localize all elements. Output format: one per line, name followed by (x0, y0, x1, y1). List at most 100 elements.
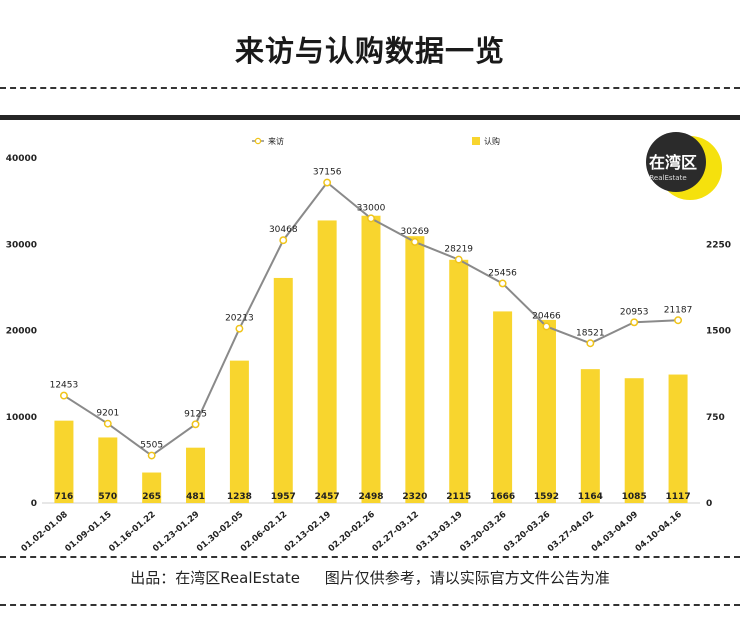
line-value-label: 18521 (576, 328, 605, 338)
line-value-label: 33000 (357, 203, 386, 213)
bar-认购 (405, 236, 425, 503)
x-axis-tick: 01.23-01.29 (151, 510, 201, 555)
bar-value-label: 2457 (315, 492, 340, 502)
bottom-divider-bottom (0, 604, 740, 606)
bar-value-label: 2320 (402, 492, 427, 502)
bar-认购 (536, 319, 556, 503)
legend-bar-swatch (472, 137, 480, 145)
x-axis-tick: 02.06-02.12 (239, 510, 289, 555)
footer-note: 图片仅供参考，请以实际官方文件公告为准 (324, 569, 610, 587)
left-axis-tick: 20000 (6, 327, 37, 337)
x-axis-tick: 03.20-03.26 (502, 510, 552, 555)
bar-认购 (273, 277, 293, 503)
line-point (410, 237, 419, 246)
line-point (674, 316, 683, 325)
line-value-label: 20213 (225, 314, 254, 324)
right-axis-tick: 2250 (706, 240, 731, 250)
line-point (542, 322, 551, 331)
footer: 出品：在湾区RealEstate 图片仅供参考，请以实际官方文件公告为准 (0, 567, 740, 588)
logo-sub-text: RealEstate (649, 174, 686, 182)
line-point (59, 391, 68, 400)
line-value-label: 25456 (488, 268, 517, 278)
line-value-label: 30468 (269, 225, 298, 235)
x-axis-tick: 03.20-03.26 (458, 510, 508, 555)
left-axis-tick: 30000 (6, 240, 37, 250)
x-axis-tick: 01.09-01.15 (63, 510, 113, 555)
x-axis-tick: 02.20-02.26 (327, 510, 377, 555)
x-axis-tick: 03.27-04.02 (546, 510, 596, 555)
left-axis-tick: 40000 (6, 154, 37, 164)
bar-value-label: 716 (55, 492, 74, 502)
bar-value-label: 265 (142, 492, 161, 502)
line-point (498, 279, 507, 288)
line-value-label: 21187 (664, 305, 693, 315)
logo-main-text: 在湾区 (649, 153, 697, 172)
right-axis-tick: 1500 (706, 327, 731, 337)
bar-value-label: 1666 (490, 492, 515, 502)
bar-认购 (186, 447, 206, 503)
legend-label: 认购 (484, 136, 500, 146)
line-value-label: 12453 (50, 381, 79, 391)
x-axis-tick: 03.13-03.19 (414, 510, 464, 555)
line-value-label: 9201 (96, 409, 119, 419)
chart-header-bar (0, 115, 740, 120)
line-value-label: 9125 (184, 409, 207, 419)
left-axis-tick: 0 (31, 499, 37, 509)
bar-认购 (98, 437, 118, 503)
line-point (454, 255, 463, 264)
right-axis-tick: 0 (706, 499, 712, 509)
line-value-label: 20466 (532, 311, 561, 321)
bar-认购 (142, 472, 162, 503)
line-value-label: 30269 (401, 227, 430, 237)
line-value-label: 37156 (313, 168, 342, 178)
line-value-label: 20953 (620, 307, 649, 317)
bar-认购 (317, 220, 337, 503)
bar-value-label: 1117 (666, 492, 691, 502)
line-point (147, 451, 156, 460)
bar-认购 (668, 374, 688, 503)
x-axis-tick: 01.16-01.22 (107, 510, 157, 555)
line-point (235, 324, 244, 333)
line-value-label: 28219 (444, 245, 473, 255)
right-axis-tick: 750 (706, 413, 725, 423)
bar-认购 (54, 420, 74, 503)
line-point (586, 339, 595, 348)
bar-认购 (449, 259, 469, 503)
page-title: 来访与认购数据一览 (234, 34, 505, 68)
bar-value-label: 481 (186, 492, 205, 502)
bar-认购 (580, 369, 600, 503)
logo-dark-circle (646, 132, 706, 192)
line-point (279, 236, 288, 245)
x-axis-tick: 04.03-04.09 (590, 510, 640, 555)
bar-value-label: 1592 (534, 492, 559, 502)
x-axis-tick: 02.13-02.19 (283, 510, 333, 555)
x-axis-tick: 01.02-01.08 (20, 510, 70, 555)
line-point (367, 214, 375, 223)
bar-value-label: 2498 (358, 492, 383, 502)
footer-source: 出品：在湾区RealEstate (130, 569, 301, 587)
legend-line-marker (254, 137, 262, 145)
bar-value-label: 570 (98, 492, 117, 502)
line-point (630, 318, 639, 327)
bar-value-label: 1957 (271, 492, 296, 502)
x-axis-tick: 04.10-04.16 (634, 510, 684, 555)
legend-label: 来访 (268, 136, 284, 146)
bar-value-label: 1085 (622, 492, 647, 502)
top-divider (0, 87, 740, 89)
x-axis-tick: 01.30-02.05 (195, 510, 245, 555)
line-value-label: 5505 (140, 441, 163, 451)
left-axis-tick: 10000 (6, 413, 37, 423)
bar-value-label: 2115 (446, 492, 471, 502)
line-point (191, 420, 200, 429)
bar-认购 (361, 215, 381, 504)
line-point (103, 419, 112, 428)
bar-认购 (624, 378, 644, 503)
bar-认购 (493, 311, 513, 503)
bar-value-label: 1238 (227, 492, 252, 502)
bar-认购 (229, 360, 249, 503)
bottom-divider-top (0, 556, 740, 558)
line-point (323, 178, 332, 187)
bar-value-label: 1164 (578, 492, 603, 502)
x-axis-tick: 02.27-03.12 (370, 510, 420, 555)
